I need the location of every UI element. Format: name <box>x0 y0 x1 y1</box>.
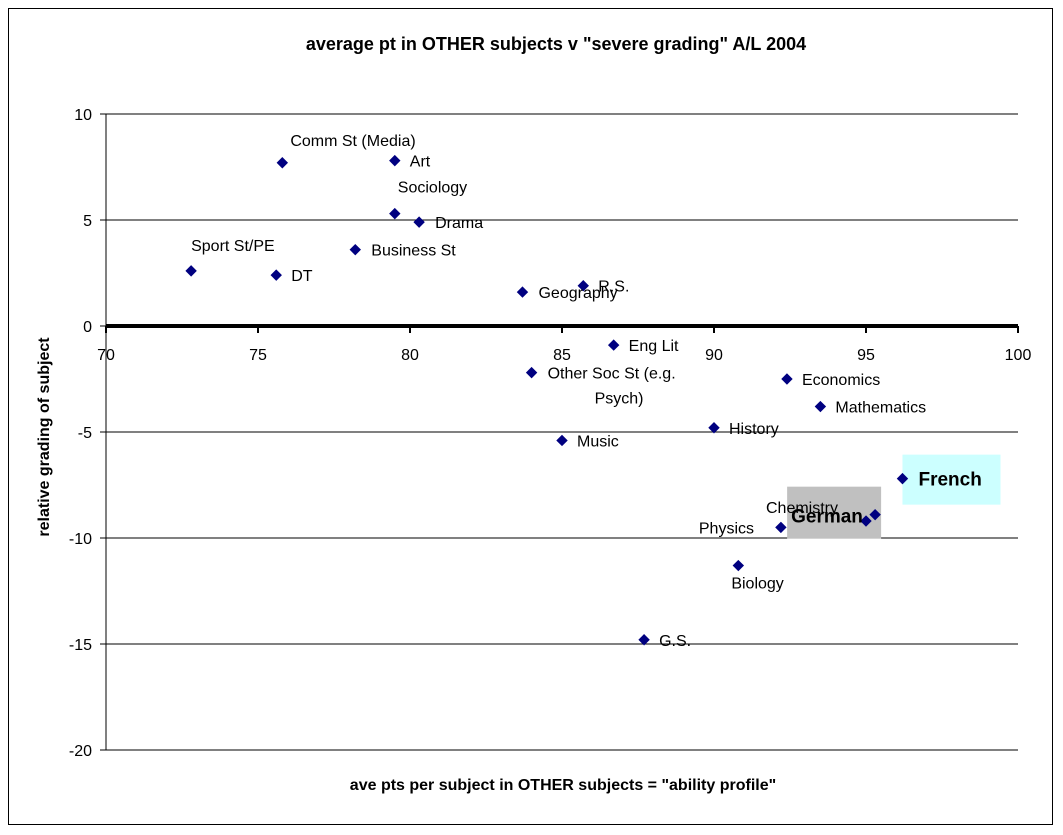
y-tick-label: -20 <box>69 743 92 760</box>
y-tick-label: -10 <box>69 531 92 548</box>
x-tick-label: 100 <box>1005 347 1032 364</box>
label-highlights <box>787 454 1001 539</box>
data-point <box>413 216 425 228</box>
point-label: Music <box>577 433 619 450</box>
x-tick-label: 90 <box>705 347 723 364</box>
point-label: French <box>918 470 981 491</box>
label-highlight-box <box>902 454 1001 505</box>
point-label: Mathematics <box>835 400 926 417</box>
data-point <box>860 515 872 527</box>
y-tick-label: 0 <box>83 319 92 336</box>
point-label: Chemistry <box>766 500 838 517</box>
data-point <box>869 508 881 521</box>
point-label: R.S. <box>598 279 629 296</box>
point-label: G.S. <box>659 633 691 650</box>
data-point <box>607 339 620 351</box>
data-point <box>781 373 793 385</box>
point-label: Physics <box>699 520 754 537</box>
x-tick-label: 70 <box>97 347 115 364</box>
data-point <box>638 634 650 646</box>
x-axis-title: ave pts per subject in OTHER subjects = … <box>350 777 776 794</box>
point-label: Drama <box>435 215 483 232</box>
axes <box>100 113 1019 751</box>
x-tick-label: 85 <box>553 347 571 364</box>
point-label: Comm St (Media) <box>290 133 415 150</box>
data-point <box>775 521 787 534</box>
y-tick-label: 5 <box>83 213 92 230</box>
point-label: Eng Lit <box>629 338 679 355</box>
point-labels: Comm St (Media) Art Sociology Drama Sport St… <box>191 133 982 650</box>
chart-title: average pt in OTHER subjects v "severe g… <box>306 34 806 54</box>
chart-frame <box>8 8 1053 825</box>
point-label: Sociology <box>398 180 467 197</box>
y-tick-label: -15 <box>69 637 92 654</box>
point-label: History <box>729 421 779 438</box>
data-point <box>577 280 589 292</box>
x-tick-label: 95 <box>857 347 875 364</box>
point-label: German <box>791 507 863 528</box>
data-point <box>896 472 909 485</box>
data-point <box>525 366 538 379</box>
data-point <box>185 265 197 277</box>
data-point <box>516 286 529 298</box>
point-label: Biology <box>731 576 783 593</box>
data-point <box>708 422 720 434</box>
point-label: Economics <box>802 372 880 389</box>
point-label: Business St <box>371 243 456 260</box>
data-point <box>814 400 827 413</box>
data-point <box>389 154 401 167</box>
point-label: Other Soc St (e.g. Psych) <box>548 366 676 408</box>
tick-labels: 10 5 0 -5 -10 -15 -20 70 75 80 85 90 95 100 <box>69 107 1032 760</box>
data-point <box>732 559 745 572</box>
y-tick-label: -5 <box>78 425 92 442</box>
x-tick-label: 80 <box>401 347 419 364</box>
data-point <box>349 243 361 256</box>
y-axis-title: relative grading of subject <box>36 337 53 537</box>
data-point <box>389 207 401 220</box>
y-tick-label: 10 <box>74 107 92 124</box>
data-points <box>185 154 909 646</box>
point-label: Sport St/PE <box>191 238 275 255</box>
gridlines <box>106 113 1018 751</box>
x-tick-label: 75 <box>249 347 267 364</box>
label-highlight-box <box>787 486 882 539</box>
data-point <box>556 434 568 447</box>
point-label: Art <box>410 154 431 171</box>
point-label: DT <box>291 268 313 285</box>
data-point <box>270 269 282 281</box>
data-point <box>276 157 289 169</box>
point-label: Geography <box>538 285 617 302</box>
